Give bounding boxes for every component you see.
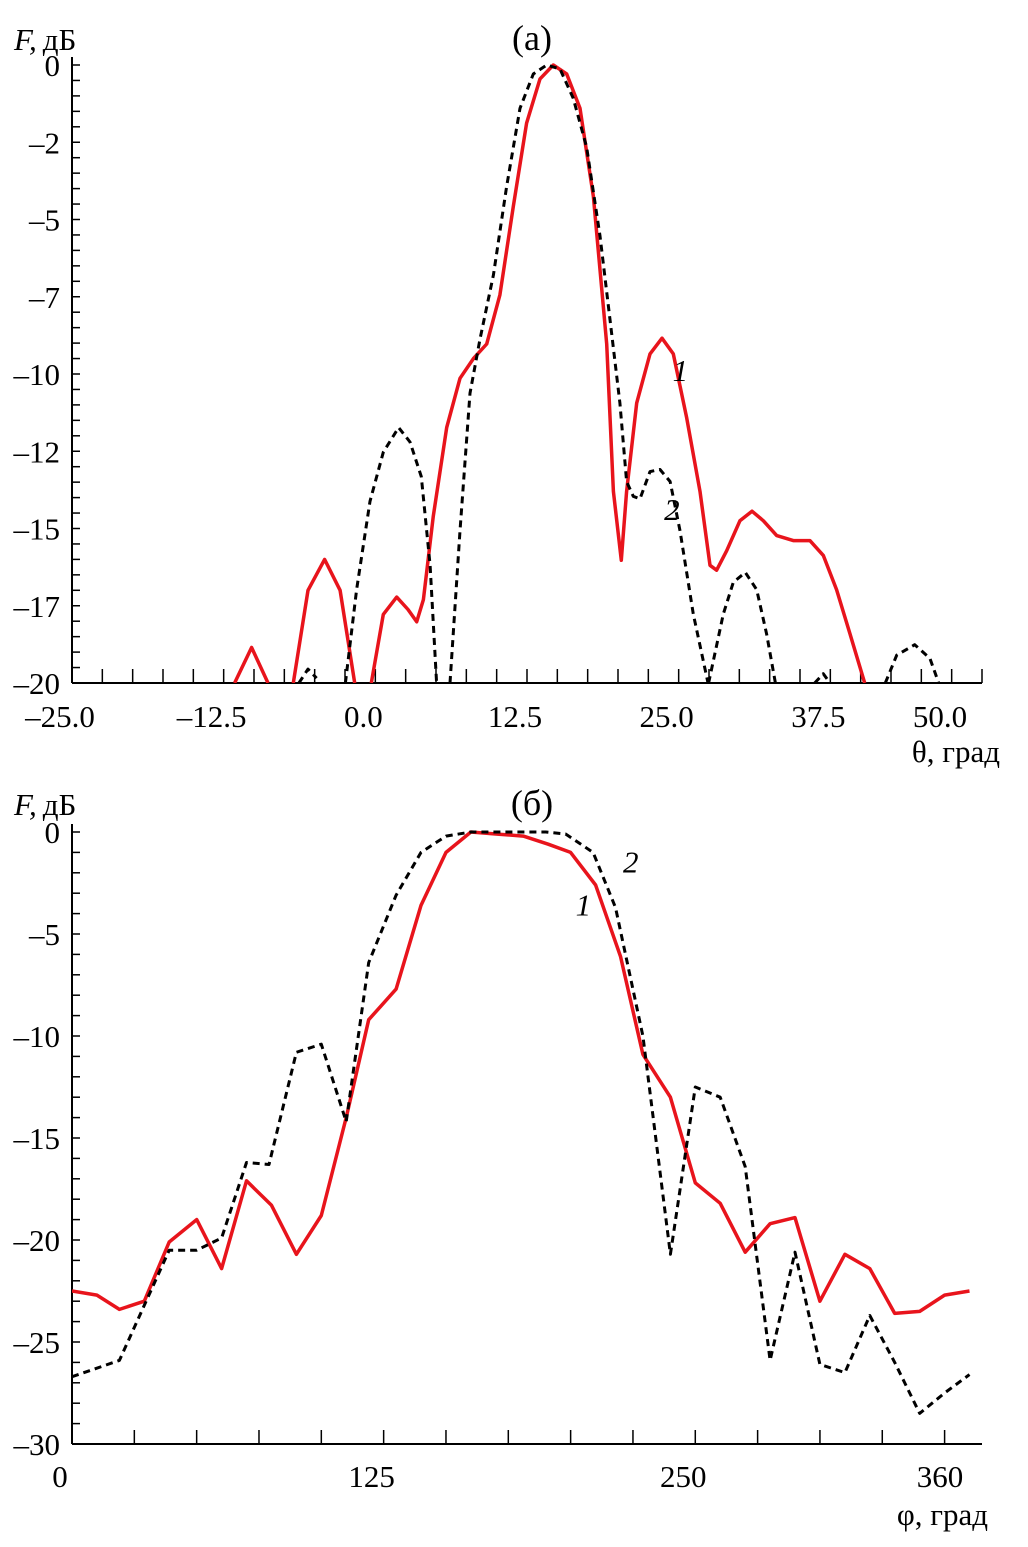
x-axis-label: φ, град (897, 1497, 988, 1532)
y-tick-label: –30 (13, 1427, 61, 1462)
panel-a-chart: 0 –2 –5 –7 –10 –12 –15 –17 –20–25.0 –12.5 0.0 12.5 2… (13, 18, 1001, 769)
y-tick-label: –7 (28, 280, 60, 315)
y-tick-label: –15 (13, 1121, 61, 1156)
series-2-line (343, 426, 439, 683)
x-tick-label: –25.0 (24, 699, 95, 734)
y-tick-label: –20 (13, 666, 61, 701)
panel-b-chart: 0–5–10–15–20–25–300 125 250 360(б)F, дБφ, гр… (13, 783, 989, 1532)
y-axis-label-unit: дБ (43, 22, 77, 57)
panel-title: (а) (512, 18, 552, 58)
y-tick-label: 0 (45, 48, 61, 83)
series-label-2: 2 (664, 492, 680, 527)
x-tick-label: 25.0 (640, 699, 694, 734)
series-2-line (813, 672, 832, 683)
y-tick-label: –25 (13, 1325, 61, 1360)
x-tick-label: 12.5 (488, 699, 542, 734)
series-label-1: 1 (576, 887, 592, 922)
x-tick-label: 360 (917, 1459, 964, 1494)
y-tick-label: –2 (28, 125, 60, 160)
x-axis-label: θ, град (912, 734, 1000, 769)
y-tick-label: 0 (45, 815, 61, 850)
series-2-line (448, 63, 710, 683)
series-1-line (369, 63, 867, 683)
y-tick-label: –12 (13, 434, 61, 469)
x-tick-label: 125 (348, 1459, 395, 1494)
y-tick-label: –10 (13, 1019, 61, 1054)
x-tick-label: 37.5 (791, 699, 845, 734)
series-1-line (233, 645, 270, 683)
series-label-2: 2 (623, 845, 639, 880)
y-tick-label: –20 (13, 1223, 61, 1258)
series-2-line (707, 570, 777, 683)
panel-title: (б) (511, 783, 553, 823)
y-axis-label-symbol: F, (13, 787, 37, 822)
y-tick-label: –17 (13, 589, 61, 624)
y-tick-label: –5 (28, 917, 60, 952)
y-tick-label: –5 (28, 203, 60, 238)
series-1-line (72, 830, 970, 1316)
x-tick-label: 0.0 (344, 699, 383, 734)
series-label-1: 1 (673, 353, 689, 388)
y-tick-label: –10 (13, 357, 61, 392)
y-axis-label: F, дБ (13, 22, 76, 57)
x-tick-label: –12.5 (176, 699, 247, 734)
series-2-line (72, 830, 971, 1415)
y-tick-label: –15 (13, 512, 61, 547)
x-tick-label: 250 (660, 1459, 707, 1494)
series-2-line (297, 667, 318, 683)
y-axis-label-symbol: F, (13, 22, 37, 57)
x-tick-label: 50.0 (913, 699, 967, 734)
y-axis-label: F, дБ (13, 787, 76, 822)
series-1-line (291, 557, 357, 683)
y-axis-label-unit: дБ (43, 787, 77, 822)
series-2-line (883, 643, 941, 683)
x-tick-label: 0 (52, 1459, 68, 1494)
